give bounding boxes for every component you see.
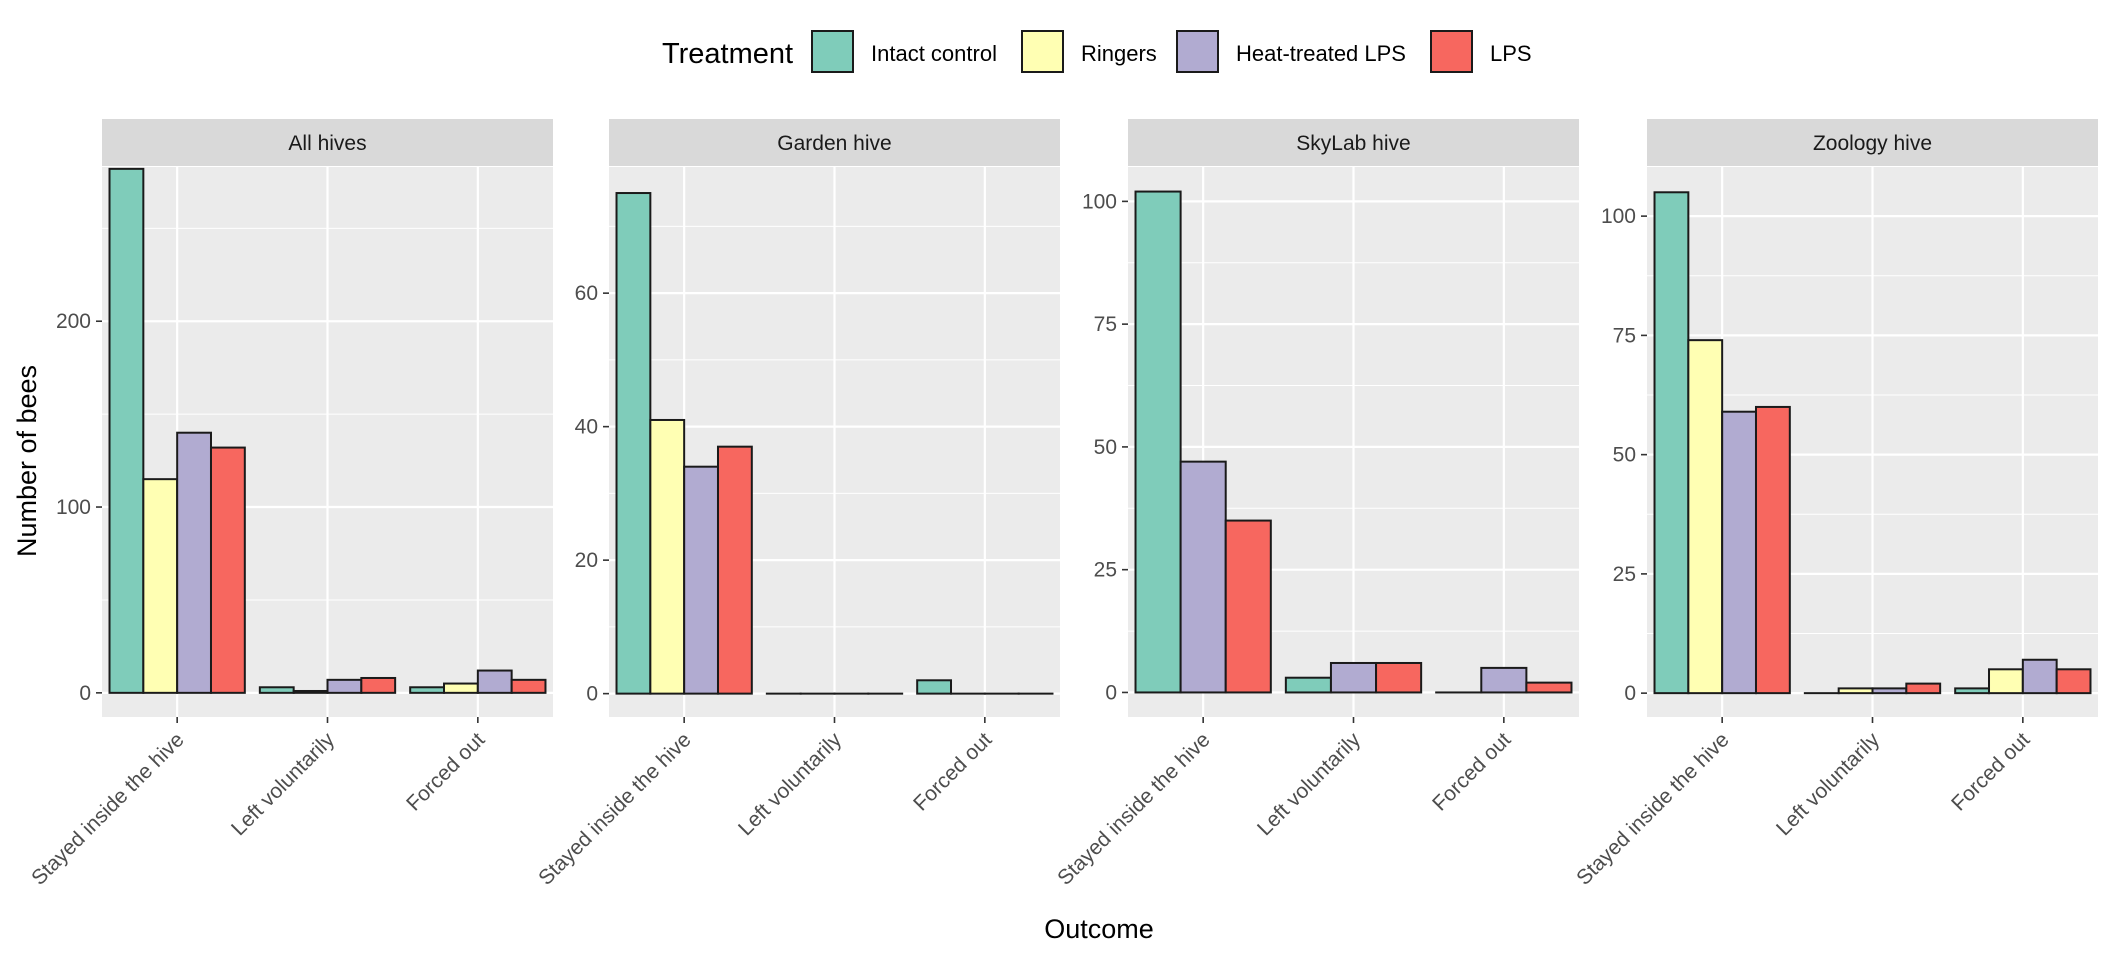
- x-tick-label: Forced out: [909, 728, 996, 815]
- panel-strip: [102, 119, 553, 166]
- legend-label-heat-treated-lps: Heat-treated LPS: [1236, 41, 1406, 66]
- x-tick-label: Stayed inside the hive: [27, 728, 189, 890]
- bar-heat-treated-lps-stayed-inside-the-hive: [176, 431, 212, 694]
- bar-intact-control-stayed-inside-the-hive: [1134, 190, 1182, 694]
- y-tick-label: 0: [586, 683, 598, 706]
- y-tick-label: 75: [1094, 313, 1117, 336]
- y-tick-label: 75: [1613, 324, 1636, 347]
- x-tick-label: Forced out: [1428, 728, 1515, 815]
- panel-title: All hives: [288, 132, 366, 155]
- y-tick-label: 40: [575, 416, 598, 439]
- panel-garden-hive: Garden hive 0 20 40 60 Stayed inside the hive…: [534, 119, 1060, 890]
- x-tick-label: Stayed inside the hive: [534, 728, 696, 890]
- bar-heat-treated-lps-stayed-inside-the-hive: [1179, 460, 1227, 694]
- y-tick-label: 200: [56, 310, 91, 333]
- bar-intact-control-stayed-inside-the-hive: [1653, 191, 1690, 695]
- y-tick-label: 25: [1094, 559, 1117, 582]
- y-tick-label: 50: [1094, 436, 1117, 459]
- bar-ringers-stayed-inside-the-hive: [1687, 339, 1724, 695]
- bar-intact-control-stayed-inside-the-hive: [615, 192, 652, 695]
- bar-lps-left-voluntarily: [360, 676, 397, 694]
- legend: Treatment Intact control Ringers Heat-trea…: [662, 30, 1532, 73]
- bar-lps-stayed-inside-the-hive: [1754, 405, 1791, 695]
- bar-ringers-left-voluntarily: [292, 689, 329, 694]
- bar-heat-treated-lps-stayed-inside-the-hive: [683, 465, 719, 695]
- bar-lps-forced-out: [2055, 668, 2092, 695]
- y-axis-title: Number of bees: [12, 365, 42, 557]
- x-tick-label: Left voluntarily: [1772, 728, 1884, 840]
- bar-heat-treated-lps-forced-out: [476, 669, 513, 694]
- bar-intact-control-forced-out: [916, 679, 953, 695]
- y-tick-label: 0: [79, 682, 91, 705]
- bar-heat-treated-lps-left-voluntarily: [1871, 687, 1908, 695]
- bar-ringers-stayed-inside-the-hive: [142, 478, 179, 694]
- legend-key-ringers: [1021, 30, 1064, 73]
- bar-lps-forced-out: [510, 678, 547, 694]
- bar-ringers-forced-out: [443, 682, 479, 694]
- y-tick-label: 0: [1105, 681, 1117, 704]
- bar-intact-control-forced-out: [409, 686, 446, 694]
- legend-key-intact-control: [811, 30, 854, 73]
- bar-ringers-forced-out: [1988, 668, 2024, 695]
- legend-label-lps: LPS: [1490, 41, 1532, 66]
- y-tick-label: 100: [56, 496, 91, 519]
- bar-heat-treated-lps-stayed-inside-the-hive: [1721, 410, 1757, 695]
- y-tick-label: 20: [575, 549, 598, 572]
- panel-zoology-hive: Zoology hive 0 25 50 75 100 Stayed inside the …: [1572, 119, 2098, 890]
- panel-strip: [609, 119, 1060, 166]
- legend-key-heat-treated-lps: [1176, 30, 1219, 73]
- x-tick-label: Stayed inside the hive: [1053, 728, 1215, 890]
- bar-intact-control-left-voluntarily: [258, 686, 295, 694]
- panel-skylab-hive: SkyLab hive 0 25 50 75 100 Stayed inside the h…: [1053, 119, 1579, 890]
- panel-title: SkyLab hive: [1296, 132, 1410, 155]
- y-tick-label: 60: [575, 282, 598, 305]
- x-tick-label: Left voluntarily: [227, 728, 339, 840]
- bar-ringers-stayed-inside-the-hive: [649, 418, 686, 695]
- y-tick-label: 100: [1601, 205, 1636, 228]
- bar-lps-left-voluntarily: [1375, 661, 1423, 694]
- bar-lps-forced-out: [1525, 681, 1573, 694]
- bar-heat-treated-lps-forced-out: [1480, 666, 1528, 694]
- panel-all-hives: All hives 0 100 200 Stayed inside the hive Le…: [27, 119, 553, 890]
- x-tick-label: Stayed inside the hive: [1572, 728, 1734, 890]
- bar-ringers-left-voluntarily: [1837, 687, 1874, 695]
- bar-intact-control-stayed-inside-the-hive: [108, 167, 145, 694]
- legend-label-ringers: Ringers: [1081, 41, 1157, 66]
- x-tick-label: Forced out: [1947, 728, 2034, 815]
- x-tick-label: Forced out: [402, 728, 489, 815]
- y-tick-label: 50: [1613, 444, 1636, 467]
- bar-intact-control-left-voluntarily: [1284, 676, 1332, 694]
- bar-lps-stayed-inside-the-hive: [1224, 519, 1272, 694]
- bar-lps-left-voluntarily: [1905, 682, 1942, 695]
- legend-label-intact-control: Intact control: [871, 41, 997, 66]
- panel-strip: [1128, 119, 1579, 166]
- bar-intact-control-forced-out: [1954, 687, 1991, 695]
- bar-lps-stayed-inside-the-hive: [716, 445, 753, 695]
- bar-heat-treated-lps-left-voluntarily: [1329, 661, 1378, 694]
- panel-title: Zoology hive: [1813, 132, 1932, 155]
- x-tick-label: Left voluntarily: [1253, 728, 1365, 840]
- bar-heat-treated-lps-left-voluntarily: [326, 678, 363, 694]
- y-tick-label: 25: [1613, 563, 1636, 586]
- x-tick-label: Left voluntarily: [734, 728, 846, 840]
- x-axis-title: Outcome: [1044, 914, 1154, 944]
- panel-strip: [1647, 119, 2098, 166]
- panel-title: Garden hive: [777, 132, 891, 155]
- bar-heat-treated-lps-forced-out: [2021, 658, 2058, 695]
- y-tick-label: 100: [1082, 190, 1117, 213]
- legend-title: Treatment: [662, 38, 793, 70]
- legend-key-lps: [1430, 30, 1473, 73]
- bar-lps-stayed-inside-the-hive: [209, 446, 246, 694]
- y-tick-label: 0: [1624, 682, 1636, 705]
